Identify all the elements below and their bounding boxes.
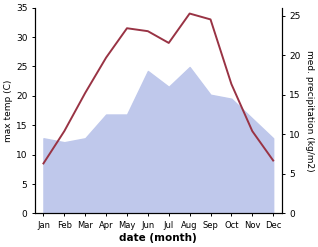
Y-axis label: max temp (C): max temp (C)	[4, 79, 13, 142]
Y-axis label: med. precipitation (kg/m2): med. precipitation (kg/m2)	[305, 50, 314, 171]
X-axis label: date (month): date (month)	[120, 233, 197, 243]
